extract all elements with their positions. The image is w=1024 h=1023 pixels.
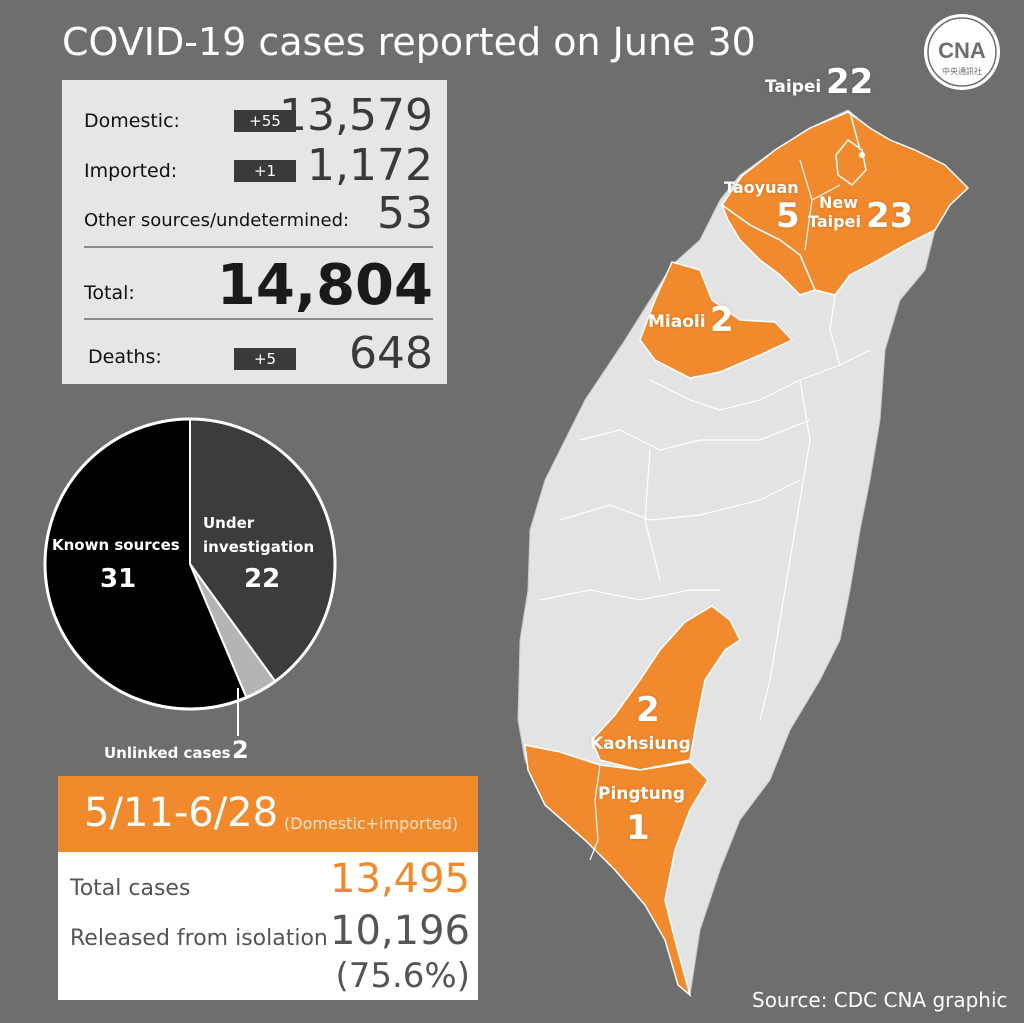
imported-label: Imported: [84, 160, 178, 182]
kaohsiung-count: 2 [636, 690, 660, 730]
miaoli-highlight [639, 261, 794, 379]
deaths-value: 648 [349, 328, 433, 379]
unlinked-leader-line [237, 688, 239, 736]
north-highlight [720, 111, 970, 296]
source-pie-chart [43, 417, 337, 711]
taipei-count: 22 [826, 62, 874, 102]
domestic-delta-badge: +55 [234, 110, 296, 132]
kaohsiung-label: Kaohsiung [590, 734, 691, 754]
stats-panel: Domestic: +55 13,579 Imported: +1 1,172 … [62, 80, 447, 384]
known-sources-label: Known sources [52, 536, 180, 554]
total-label: Total: [84, 282, 135, 304]
logo-subtitle: 中央通訊社 [942, 66, 982, 76]
divider [84, 246, 433, 248]
under-investigation-label-1: Under [203, 514, 255, 532]
under-investigation-value: 22 [244, 564, 281, 594]
unlinked-cases-label: Unlinked cases [104, 744, 231, 762]
taipei-label: Taipei [765, 77, 822, 97]
imported-value: 1,172 [307, 140, 433, 191]
other-value: 53 [377, 188, 433, 239]
new-taipei-label-2: Taipei [808, 212, 861, 231]
page-title: COVID-19 cases reported on June 30 [62, 20, 756, 64]
known-sources-value: 31 [100, 564, 137, 594]
total-value: 14,804 [216, 253, 433, 318]
imported-delta-badge: +1 [234, 160, 296, 182]
total-cases-label: Total cases [70, 876, 191, 901]
released-label: Released from isolation [70, 926, 328, 951]
logo-letters: CNA [938, 38, 986, 63]
taoyuan-count: 5 [776, 196, 800, 236]
miaoli-label: Miaoli [648, 312, 706, 332]
miaoli-count: 2 [710, 300, 734, 340]
cna-logo: CNA 中央通訊社 [922, 12, 1002, 92]
divider [84, 318, 433, 320]
total-cases-value: 13,495 [330, 856, 470, 902]
unlinked-cases-value: 2 [232, 736, 249, 764]
released-percent: (75.6%) [335, 956, 470, 996]
domestic-value: 13,579 [279, 90, 433, 141]
domestic-label: Domestic: [84, 110, 180, 132]
other-label: Other sources/undetermined: [84, 210, 350, 231]
pingtung-highlight [524, 744, 709, 998]
taoyuan-label: Taoyuan [724, 178, 799, 197]
taipei-outline [835, 138, 867, 186]
period-range: 5/11-6/28 [84, 790, 279, 836]
released-value: 10,196 [330, 908, 470, 954]
source-credit: Source: CDC CNA graphic [752, 988, 1008, 1012]
period-note: (Domestic+imported) [284, 814, 459, 833]
pingtung-label: Pingtung [598, 784, 686, 804]
pingtung-count: 1 [626, 808, 650, 848]
new-taipei-label-1: New [819, 193, 859, 212]
under-investigation-label-2: investigation [203, 538, 315, 556]
deaths-label: Deaths: [88, 346, 162, 368]
deaths-delta-badge: +5 [234, 348, 296, 370]
period-header: 5/11-6/28 (Domestic+imported) [58, 776, 478, 852]
new-taipei-count: 23 [866, 196, 914, 236]
taiwan-map [517, 109, 970, 998]
